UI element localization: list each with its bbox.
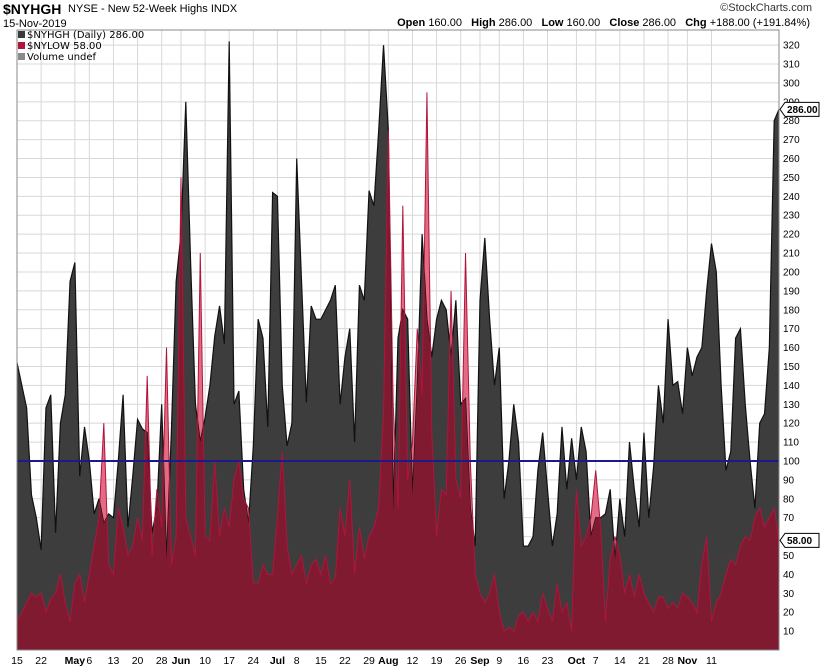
y-tick-label: 100 [783, 456, 800, 467]
last-value-nylow-box [779, 532, 820, 548]
y-tick-label: 110 [783, 438, 799, 449]
exchange-description: NYSE - New 52-Week Highs [68, 3, 208, 15]
low-value: 160.00 [566, 17, 601, 29]
x-tick-label: 28 [156, 655, 168, 667]
ticker-description: NYSE - New 52-Week Highs INDX [68, 3, 237, 15]
chart-date: 15-Nov-2019 [3, 18, 67, 30]
legend-item-volume: Volume undef [18, 52, 144, 63]
change-label: Chg [685, 17, 707, 29]
y-tick-label: 40 [783, 570, 795, 581]
x-tick-label: 26 [455, 655, 467, 667]
x-tick-label: Oct [568, 655, 586, 667]
ticker-symbol: $NYHGH [3, 1, 62, 17]
last-value-nylow-text: 58.00 [787, 536, 812, 547]
y-tick-label: 120 [783, 419, 800, 430]
x-tick-label: 13 [108, 655, 120, 667]
y-tick-label: 220 [783, 230, 800, 241]
y-tick-label: 140 [783, 381, 800, 392]
legend-item-nylow: $NYLOW 58.00 [18, 41, 144, 52]
y-tick-label: 20 [783, 608, 795, 619]
x-tick-label: 9 [496, 655, 502, 667]
nylow-area [17, 92, 779, 650]
y-tick-label: 230 [783, 211, 800, 222]
legend-item-nyhgh: $NYHGH (Daily) 286.00 [18, 30, 144, 41]
high-label: High [471, 17, 496, 29]
y-tick-label: 320 [783, 41, 800, 52]
x-tick-label: Jul [270, 655, 285, 667]
ohlc-summary: Open 160.00 High 286.00 Low 160.00 Close… [397, 17, 810, 29]
nylow-line [16, 92, 780, 632]
y-tick-label: 240 [783, 192, 800, 203]
x-tick-label: 19 [431, 655, 443, 667]
y-tick-label: 10 [783, 627, 795, 638]
x-tick-label: 29 [363, 655, 375, 667]
y-tick-label: 70 [783, 513, 795, 524]
x-tick-label: 15 [315, 655, 327, 667]
y-tick-label: 130 [783, 400, 800, 411]
x-tick-label: 12 [407, 655, 419, 667]
instrument-type: INDX [210, 3, 238, 15]
y-tick-label: 310 [783, 60, 800, 71]
x-tick-label: 15 [11, 655, 23, 667]
x-tick-label: 8 [294, 655, 300, 667]
last-value-nylow: 58.00 [779, 532, 820, 548]
y-tick-label: 260 [783, 154, 800, 165]
x-tick-label: Nov [677, 655, 697, 667]
x-tick-label: 24 [247, 655, 259, 667]
close-value: 286.00 [642, 17, 677, 29]
x-tick-label: May [65, 655, 86, 667]
x-tick-label: 22 [35, 655, 47, 667]
x-tick-label: 14 [614, 655, 626, 667]
y-tick-label: 270 [783, 135, 800, 146]
x-tick-label: 20 [132, 655, 144, 667]
legend-label-nyhgh: $NYHGH (Daily) 286.00 [27, 30, 145, 41]
x-tick-label: 21 [638, 655, 650, 667]
high-value: 286.00 [498, 17, 533, 29]
x-tick-label: 11 [706, 655, 717, 667]
close-label: Close [609, 17, 640, 29]
x-tick-label: Sep [470, 655, 489, 667]
y-tick-label: 190 [783, 286, 800, 297]
x-tick-label: Aug [378, 655, 398, 667]
x-tick-label: 7 [593, 655, 599, 667]
nyhgh-line [16, 41, 780, 560]
y-tick-label: 170 [783, 324, 800, 335]
last-value-nyhgh-text: 286.00 [787, 105, 818, 116]
x-tick-label: 16 [518, 655, 530, 667]
y-tick-label: 250 [783, 173, 800, 184]
plot-frame [16, 29, 780, 651]
x-tick-label: 22 [339, 655, 351, 667]
legend-swatch-volume [18, 53, 25, 60]
x-tick-label: 6 [86, 655, 92, 667]
last-value-nyhgh-box [779, 101, 820, 117]
y-tick-label: 80 [783, 494, 795, 505]
y-tick-label: 180 [783, 305, 800, 316]
y-tick-label: 50 [783, 551, 795, 562]
legend-swatch-nyhgh [18, 31, 25, 38]
y-tick-label: 30 [783, 589, 795, 600]
y-tick-label: 160 [783, 343, 800, 354]
x-tick-label: Jun [172, 655, 191, 667]
x-tick-label: 23 [542, 655, 554, 667]
x-tick-label: 28 [662, 655, 674, 667]
legend-swatch-nylow [18, 42, 25, 49]
open-label: Open [397, 17, 426, 29]
y-tick-label: 200 [783, 267, 800, 278]
legend-label-nylow: $NYLOW 58.00 [27, 41, 102, 52]
copyright-notice: ©StockCharts.com [720, 2, 812, 14]
legend-label-volume: Volume undef [27, 52, 97, 63]
x-tick-label: 17 [223, 655, 235, 667]
y-tick-label: 210 [783, 249, 800, 260]
y-tick-label: 150 [783, 362, 800, 373]
last-value-nyhgh: 286.00 [779, 101, 820, 117]
chart-legend: $NYHGH (Daily) 286.00 $NYLOW 58.00 Volum… [18, 30, 144, 63]
y-tick-label: 90 [783, 475, 795, 486]
open-value: 160.00 [428, 17, 462, 29]
y-tick-label: 300 [783, 78, 800, 89]
change-value: +188.00 (+191.84%) [709, 17, 810, 29]
low-label: Low [541, 17, 564, 29]
y-tick-label: 280 [783, 116, 800, 127]
x-tick-label: 10 [199, 655, 211, 667]
